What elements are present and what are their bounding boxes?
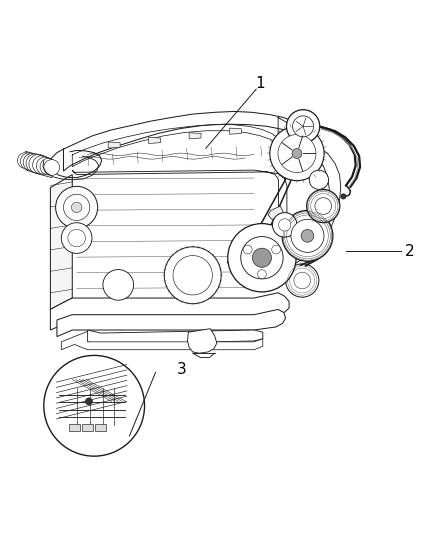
Circle shape: [228, 223, 296, 292]
Circle shape: [272, 213, 297, 237]
Circle shape: [252, 248, 272, 268]
Text: 2: 2: [405, 244, 414, 259]
Circle shape: [315, 198, 332, 214]
Polygon shape: [61, 332, 263, 350]
Circle shape: [29, 155, 48, 174]
Circle shape: [44, 356, 145, 456]
Circle shape: [56, 187, 98, 229]
Circle shape: [64, 194, 90, 221]
Circle shape: [341, 194, 346, 199]
Polygon shape: [50, 174, 72, 310]
Circle shape: [18, 152, 33, 168]
Circle shape: [293, 116, 314, 137]
Circle shape: [61, 223, 92, 253]
Circle shape: [164, 247, 221, 304]
Circle shape: [291, 219, 324, 252]
Circle shape: [85, 398, 92, 405]
Polygon shape: [187, 329, 217, 353]
Circle shape: [282, 211, 333, 261]
Circle shape: [307, 189, 340, 223]
Circle shape: [68, 229, 85, 247]
Circle shape: [272, 245, 280, 254]
Circle shape: [258, 270, 266, 279]
Polygon shape: [268, 206, 284, 219]
Polygon shape: [82, 424, 93, 431]
Text: 1: 1: [256, 76, 265, 91]
Polygon shape: [72, 170, 287, 245]
Polygon shape: [189, 133, 201, 139]
Polygon shape: [230, 128, 241, 134]
Circle shape: [279, 219, 291, 231]
Circle shape: [36, 157, 54, 174]
Circle shape: [26, 154, 45, 172]
Circle shape: [270, 126, 324, 181]
Circle shape: [278, 134, 316, 173]
Circle shape: [292, 149, 302, 158]
Circle shape: [103, 270, 134, 300]
Polygon shape: [88, 330, 263, 344]
Polygon shape: [148, 138, 161, 143]
Polygon shape: [50, 293, 289, 330]
Polygon shape: [57, 310, 286, 336]
Circle shape: [23, 154, 41, 171]
Circle shape: [20, 153, 37, 169]
Circle shape: [44, 159, 60, 175]
Circle shape: [40, 158, 57, 175]
Text: 3: 3: [177, 362, 187, 377]
Polygon shape: [69, 424, 80, 431]
Circle shape: [241, 237, 283, 279]
Circle shape: [309, 170, 328, 189]
Circle shape: [32, 156, 51, 174]
Polygon shape: [95, 424, 106, 431]
Circle shape: [244, 245, 252, 254]
Circle shape: [294, 272, 311, 289]
Polygon shape: [108, 142, 120, 148]
Circle shape: [71, 202, 82, 213]
Circle shape: [301, 230, 314, 242]
Circle shape: [286, 264, 319, 297]
Circle shape: [173, 255, 212, 295]
Circle shape: [286, 110, 320, 143]
